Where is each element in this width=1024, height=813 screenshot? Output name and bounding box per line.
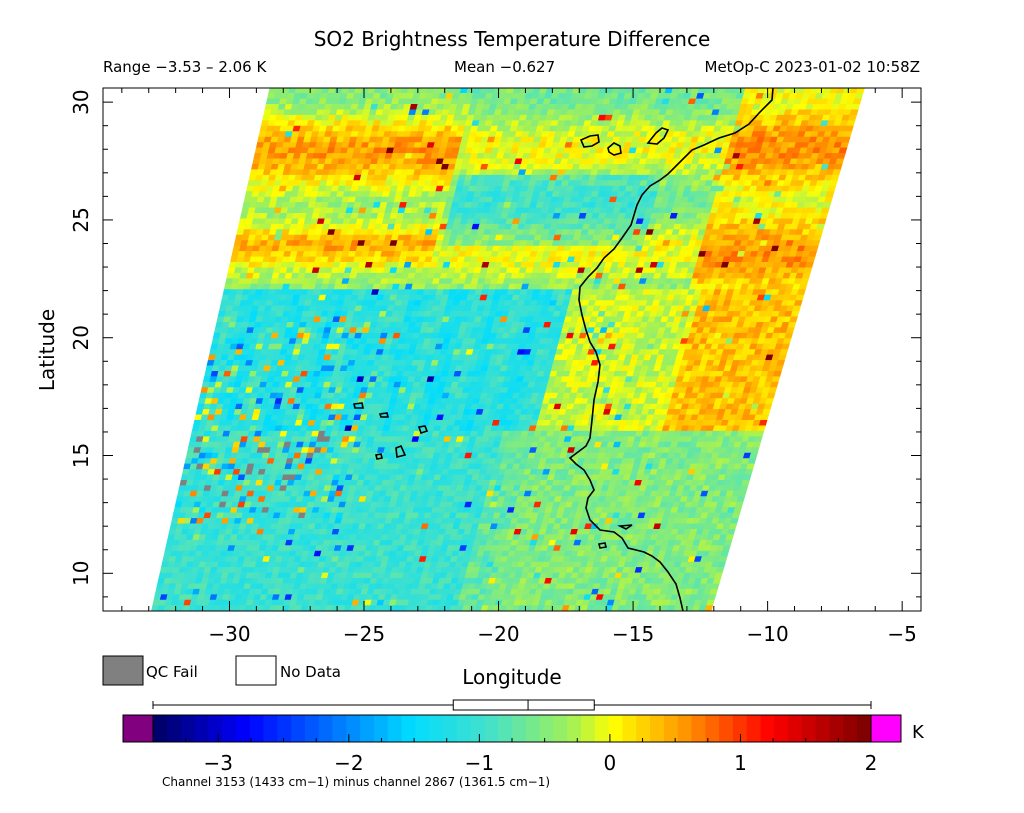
swath-cell: [816, 223, 826, 230]
source-label: MetOp-C 2023-01-02 10:58Z: [705, 58, 920, 76]
swath-cell: [792, 305, 801, 312]
swath-cell: [771, 376, 781, 383]
swath-cell: [849, 109, 859, 116]
map-panel: [151, 88, 865, 611]
swath-cell: [832, 169, 841, 176]
swath-cell: [779, 349, 789, 356]
swath-cell: [812, 234, 822, 241]
swath-cell: [776, 360, 786, 367]
swath-cell: [769, 381, 779, 388]
swath-cell: [830, 174, 840, 181]
swath-cell: [806, 256, 816, 263]
swath-heatmap: [151, 88, 865, 611]
swath-cell: [847, 114, 857, 121]
swath-cell: [852, 98, 862, 105]
swath-cell: [843, 131, 853, 138]
swath-cell: [811, 240, 821, 247]
swath-cell: [820, 207, 830, 214]
swath-cell: [780, 343, 790, 350]
swath-cell: [825, 191, 835, 198]
swath-cell: [817, 218, 827, 225]
swath-cell: [796, 289, 806, 296]
swath-cell: [787, 321, 797, 329]
swath-cell: [840, 142, 849, 149]
swath-cell: [846, 120, 856, 127]
swath-cell: [798, 283, 808, 290]
swath-cell: [774, 365, 784, 372]
swath-cell: [828, 180, 838, 187]
swath-cell: [827, 185, 837, 192]
swath-cell: [835, 158, 845, 165]
swath-cell: [795, 294, 805, 301]
swath-cell: [801, 272, 811, 280]
swath-cell: [772, 370, 782, 378]
range-label: Range −3.53 – 2.06 K: [103, 58, 267, 76]
swath-cell: [808, 251, 817, 258]
swath-cell: [789, 316, 798, 323]
swath-cell: [833, 164, 843, 170]
swath-cell: [814, 229, 824, 236]
swath-cell: [803, 267, 813, 274]
swath-cell: [777, 354, 787, 361]
swath-cell: [793, 300, 803, 307]
swath-cell: [822, 202, 832, 209]
swath-cell: [844, 125, 854, 132]
swath-cell: [854, 93, 864, 100]
swath-cell: [851, 104, 861, 111]
swath-cell: [836, 153, 846, 160]
swath-cell: [838, 147, 848, 154]
swath-cell: [800, 278, 810, 285]
swath-cell: [841, 136, 851, 143]
figure-title: SO2 Brightness Temperature Difference: [314, 27, 711, 51]
swath-cell: [809, 245, 819, 252]
swath-cell: [790, 311, 800, 318]
swath-cell: [855, 88, 865, 94]
swath-cell: [784, 332, 794, 339]
swath-cell: [823, 196, 833, 203]
swath-cell: [819, 213, 829, 220]
swath-cell: [782, 338, 792, 345]
swath-cell: [785, 327, 795, 334]
mean-label: Mean −0.627: [454, 58, 555, 76]
swath-cell: [804, 261, 814, 269]
